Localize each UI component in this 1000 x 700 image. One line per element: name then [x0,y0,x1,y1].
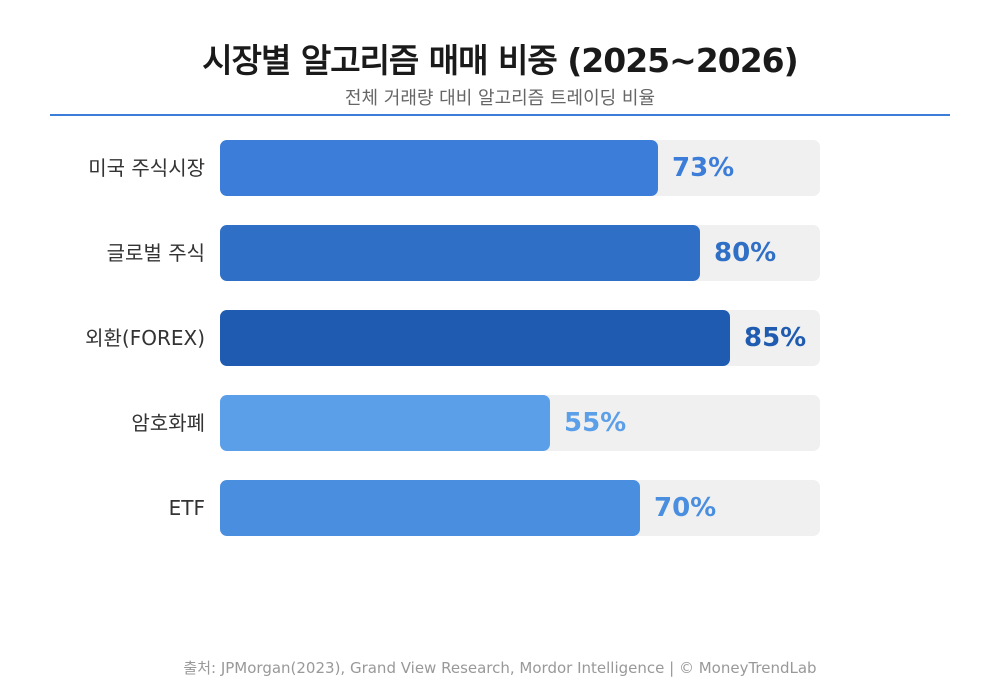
bar-row: 글로벌 주식 80% [0,225,1000,281]
bar [220,225,700,281]
category-label: 미국 주식시장 [88,156,205,180]
source-note: 출처: JPMorgan(2023), Grand View Research,… [183,659,817,677]
category-label: 암호화폐 [131,411,205,435]
category-label: 글로벌 주식 [106,241,205,265]
chart-subtitle: 전체 거래량 대비 알고리즘 트레이딩 비율 [344,88,656,109]
bar-row: 외환(FOREX) 85% [0,310,1000,366]
bar-row: 암호화폐 55% [0,395,1000,451]
title-divider [50,114,950,116]
bar-row: ETF 70% [0,480,1000,536]
category-label: 외환(FOREX) [85,326,205,350]
bar [220,140,658,196]
value-label: 55% [564,408,627,438]
bar [220,395,550,451]
bar-row: 미국 주식시장 73% [0,140,1000,196]
bar [220,480,640,536]
value-label: 80% [714,238,777,268]
value-label: 73% [672,153,735,183]
value-label: 70% [654,493,717,523]
bar [220,310,730,366]
category-label: ETF [168,496,205,520]
value-label: 85% [744,323,807,353]
chart-title: 시장별 알고리즘 매매 비중 (2025~2026) [202,41,798,80]
